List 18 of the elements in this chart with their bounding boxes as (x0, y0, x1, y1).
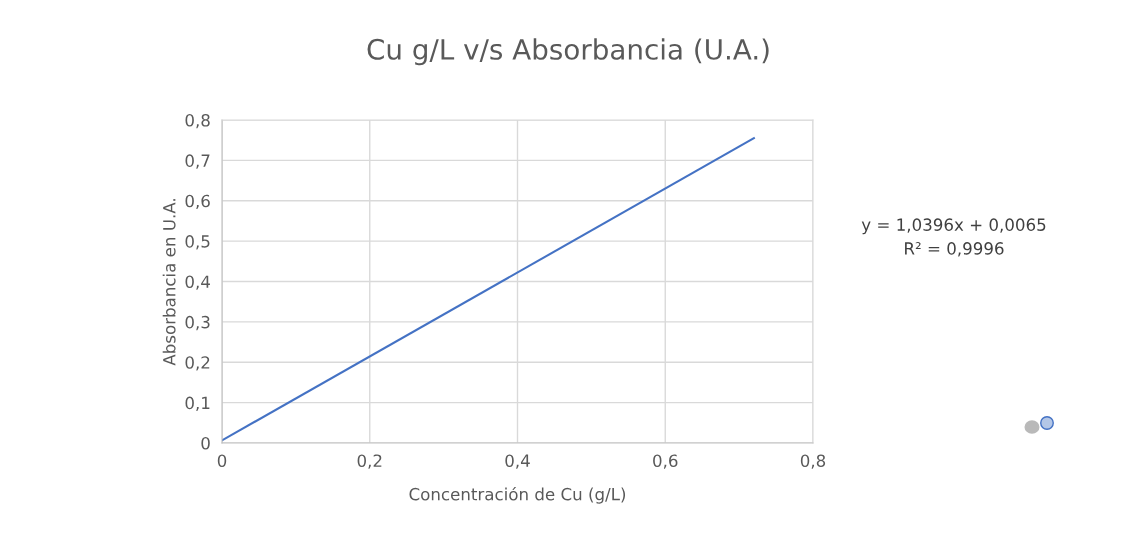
x-tick-label: 0,4 (505, 454, 530, 469)
y-axis-title: Absorbancia en U.A. (162, 199, 176, 366)
y-tick-label: 0,3 (185, 315, 210, 331)
x-tick-label: 0,8 (800, 454, 826, 469)
y-tick-label: 0,7 (185, 154, 210, 169)
x-tick-label: 0 (217, 454, 227, 468)
y-tick-label: 0,1 (185, 396, 210, 411)
text: y = 1,0396x + 0,0065 R² = 0,9996 (861, 218, 1046, 257)
y-tick-label: 0,2 (185, 356, 210, 371)
x-axis-title: Concentración de Cu (g/L) (409, 486, 626, 504)
y-tick-label: 0 (201, 436, 210, 450)
y-tick-label: 0,5 (185, 235, 210, 250)
chart-title: Cu g/L v/s Absorbancia (U.A.) (367, 38, 769, 66)
y-tick-label: 0,6 (185, 194, 210, 210)
y-tick-label: 0,8 (185, 113, 210, 129)
x-tick-label: 0,2 (357, 454, 382, 469)
x-tick-label: 0,6 (653, 454, 678, 469)
y-tick-label: 0,4 (185, 275, 210, 290)
